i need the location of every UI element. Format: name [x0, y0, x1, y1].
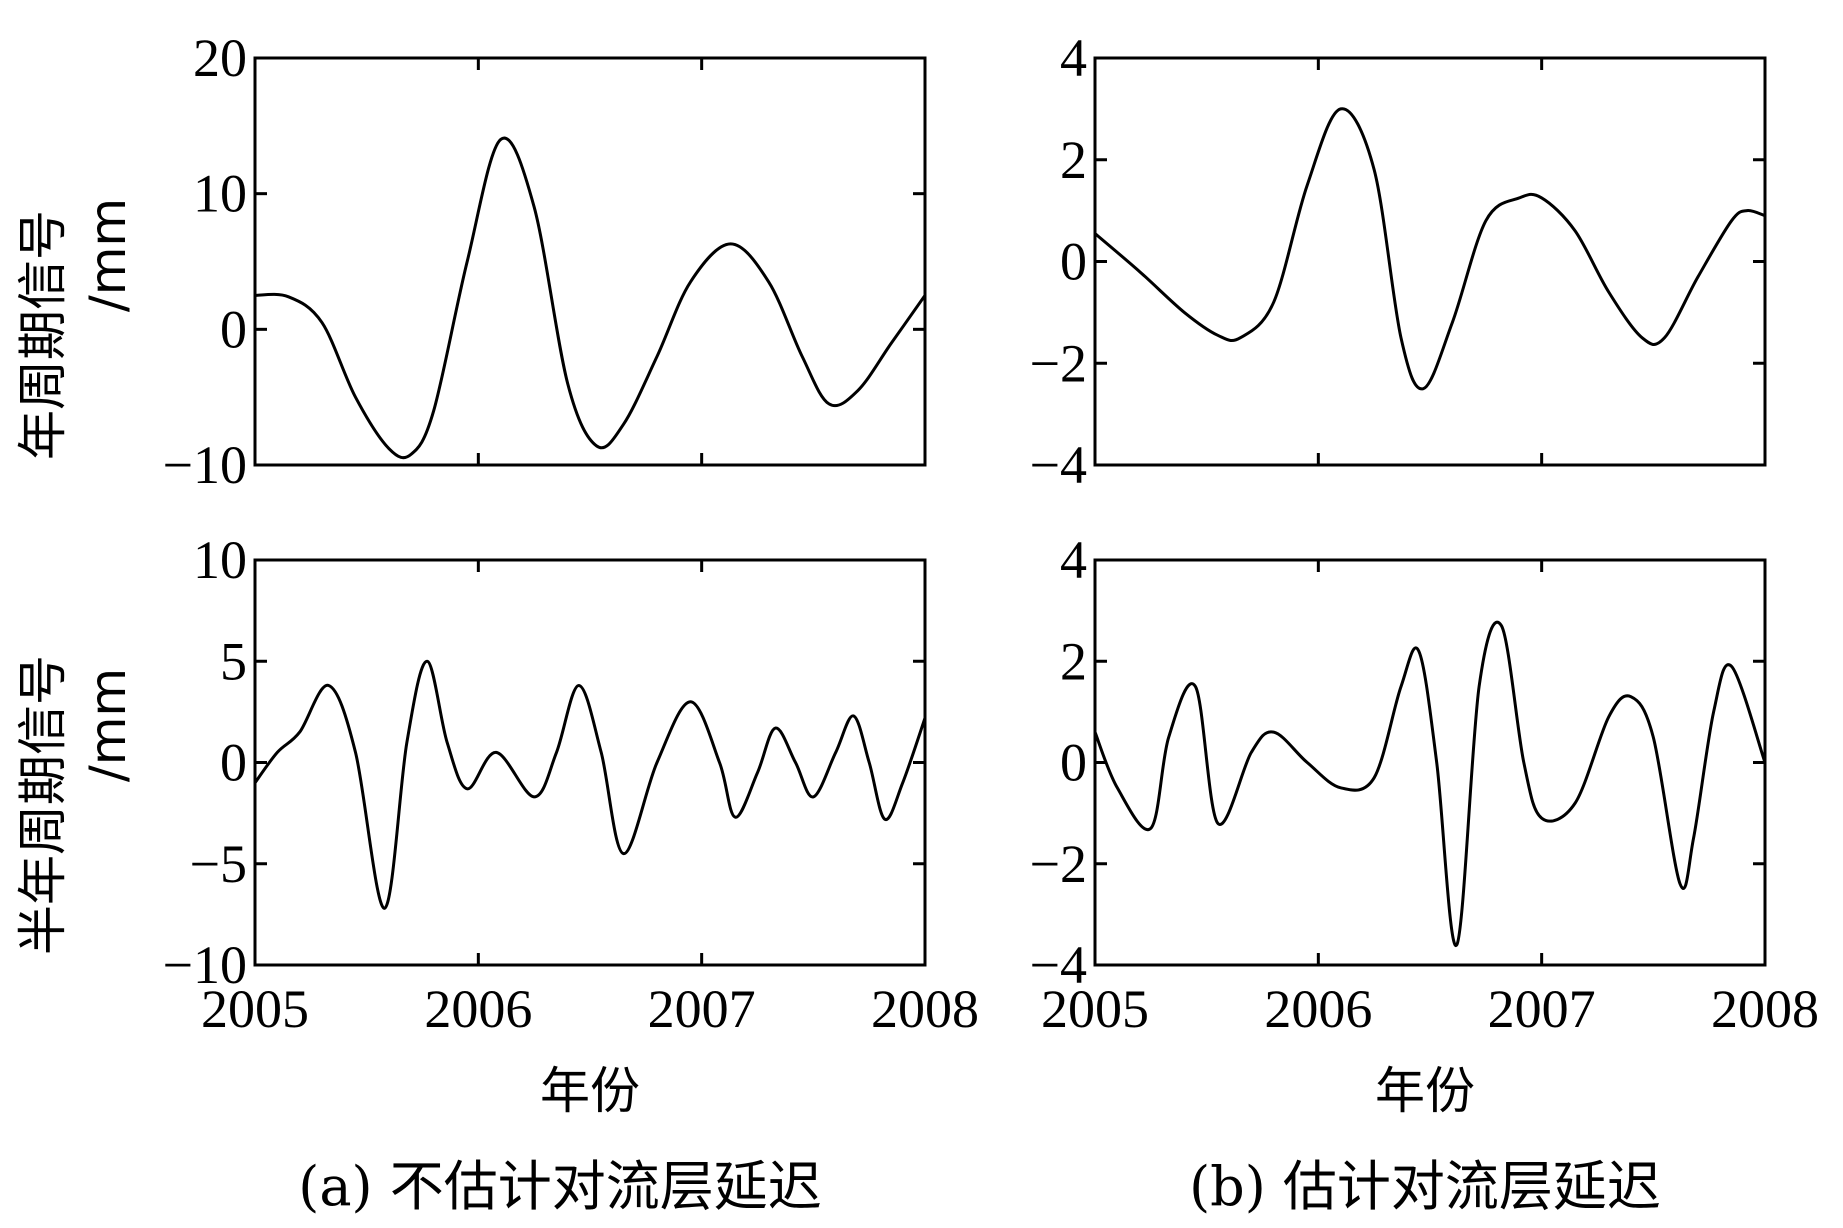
panel-b-annual: 4 2 0 −2 −4: [1030, 28, 1767, 495]
row-label-semiannual-title: 半年周期信号: [14, 655, 72, 955]
plot-frame: [1093, 56, 1767, 467]
y-tick-label: −4: [1030, 435, 1087, 495]
panel-a-annual: 20 10 0 −10: [163, 28, 927, 495]
y-tick-label: −2: [1030, 834, 1087, 894]
row-label-semiannual: 半年周期信号 /mm: [14, 655, 137, 955]
y-tick-label: 0: [220, 733, 247, 793]
plot-frame: [1093, 558, 1767, 967]
x-tick-label: 2006: [1264, 979, 1372, 1039]
plot-frame: [253, 558, 927, 967]
y-tick-label: 5: [220, 631, 247, 691]
y-tick-label: 2: [1060, 130, 1087, 190]
x-tick-label: 2005: [201, 979, 309, 1039]
row-label-semiannual-unit: /mm: [79, 668, 137, 782]
series-line-0: [253, 659, 927, 910]
x-tick-label: 2007: [1488, 979, 1596, 1039]
caption-b: (b) 估计对流层延迟: [1189, 1155, 1661, 1218]
y-tick-label: −10: [163, 435, 247, 495]
y-tick-label: 2: [1060, 631, 1087, 691]
y-tick-label: −4: [1030, 935, 1087, 995]
series-line-0: [1094, 107, 1766, 391]
y-tick-label: 0: [220, 299, 247, 359]
y-tick-label: −5: [190, 834, 247, 894]
xlabel-a: 年份: [540, 1062, 640, 1120]
y-tick-label: 4: [1060, 28, 1087, 88]
caption-a: (a) 不估计对流层延迟: [298, 1155, 822, 1218]
xlabel-b: 年份: [1375, 1062, 1475, 1120]
y-tick-label: 10: [193, 530, 247, 590]
row-label-annual-unit: /mm: [79, 198, 137, 312]
x-tick-label: 2006: [424, 979, 532, 1039]
plot-frame: [253, 56, 927, 467]
y-tick-label: 10: [193, 164, 247, 224]
y-tick-label: 0: [1060, 733, 1087, 793]
y-tick-label: 4: [1060, 530, 1087, 590]
row-label-annual-title: 年周期信号: [14, 210, 72, 460]
series-line-0: [254, 136, 927, 460]
row-label-annual: 年周期信号 /mm: [14, 198, 137, 460]
x-tick-label: 2007: [648, 979, 756, 1039]
y-tick-label: −10: [163, 935, 247, 995]
x-tick-label: 2008: [871, 979, 979, 1039]
x-tick-label: 2008: [1711, 979, 1819, 1039]
y-tick-label: 20: [193, 28, 247, 88]
x-tick-label: 2005: [1041, 979, 1149, 1039]
y-tick-label: −2: [1030, 333, 1087, 393]
series-line-0: [1093, 620, 1767, 947]
y-tick-label: 0: [1060, 232, 1087, 292]
